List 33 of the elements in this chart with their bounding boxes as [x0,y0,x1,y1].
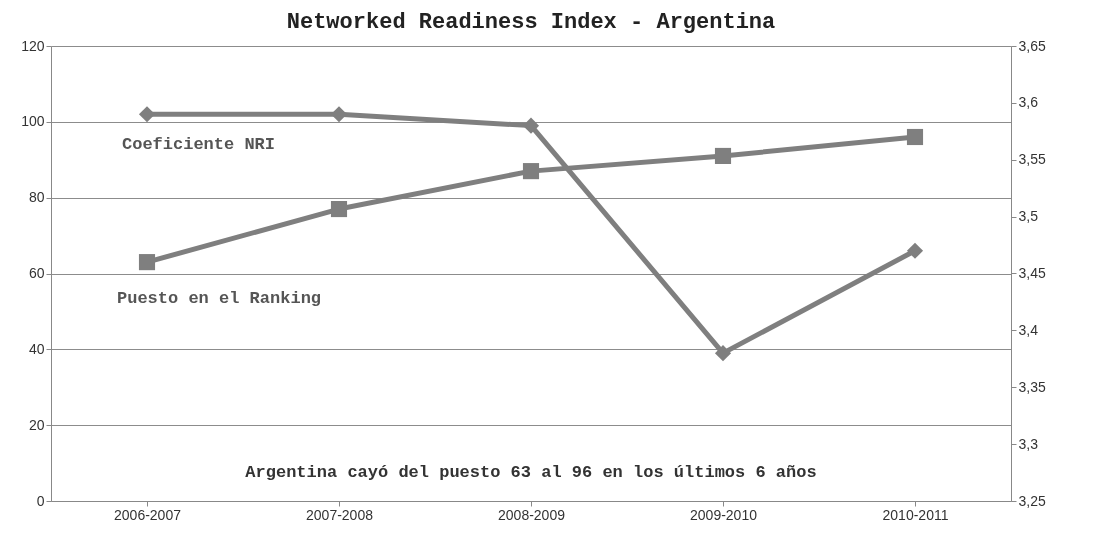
y2-tick-label: 3,4 [1018,321,1039,338]
y-tick-label: 60 [28,265,45,281]
y2-tick-label: 3,55 [1018,151,1046,168]
x-tick-label: 2006-2007 [114,506,182,523]
point [714,345,732,362]
y-tick-label: 40 [28,340,45,357]
y2-tick-label: 3,45 [1018,265,1046,281]
y-tick-label: 100 [21,113,45,130]
point [906,242,924,259]
y2-tick-label: 3,35 [1018,378,1046,395]
point [138,254,156,271]
y2-tick-label: 3,3 [1018,435,1039,452]
series-label: Coeficiente NRI [122,135,276,155]
x-tick-label: 2009-2010 [690,506,758,523]
y2-tick-label: 3,65 [1018,37,1046,54]
y2-tick-label: 3,6 [1018,94,1039,111]
y2-tick-label: 3,25 [1018,492,1046,509]
y-tick-label: 0 [36,492,45,509]
x-tick-label: 2008-2009 [498,506,566,523]
point [714,147,732,165]
x-tick-label: 2010-2011 [882,506,949,523]
annotation: Argentina cayó del puesto 63 al 96 en los últimos 6 años [245,463,817,482]
point [906,128,924,146]
point [330,200,348,218]
point [522,117,540,134]
y2-tick-label: 3,5 [1018,208,1039,225]
series-label: Puesto en el Ranking [117,289,322,309]
y-tick-label: 120 [21,37,45,54]
y-tick-label: 80 [28,189,45,206]
y-tick-label: 20 [28,416,45,433]
point [522,163,540,180]
chart-title: Networked Readiness Index - Argentina [286,10,776,35]
x-tick-label: 2007-2008 [306,506,374,523]
